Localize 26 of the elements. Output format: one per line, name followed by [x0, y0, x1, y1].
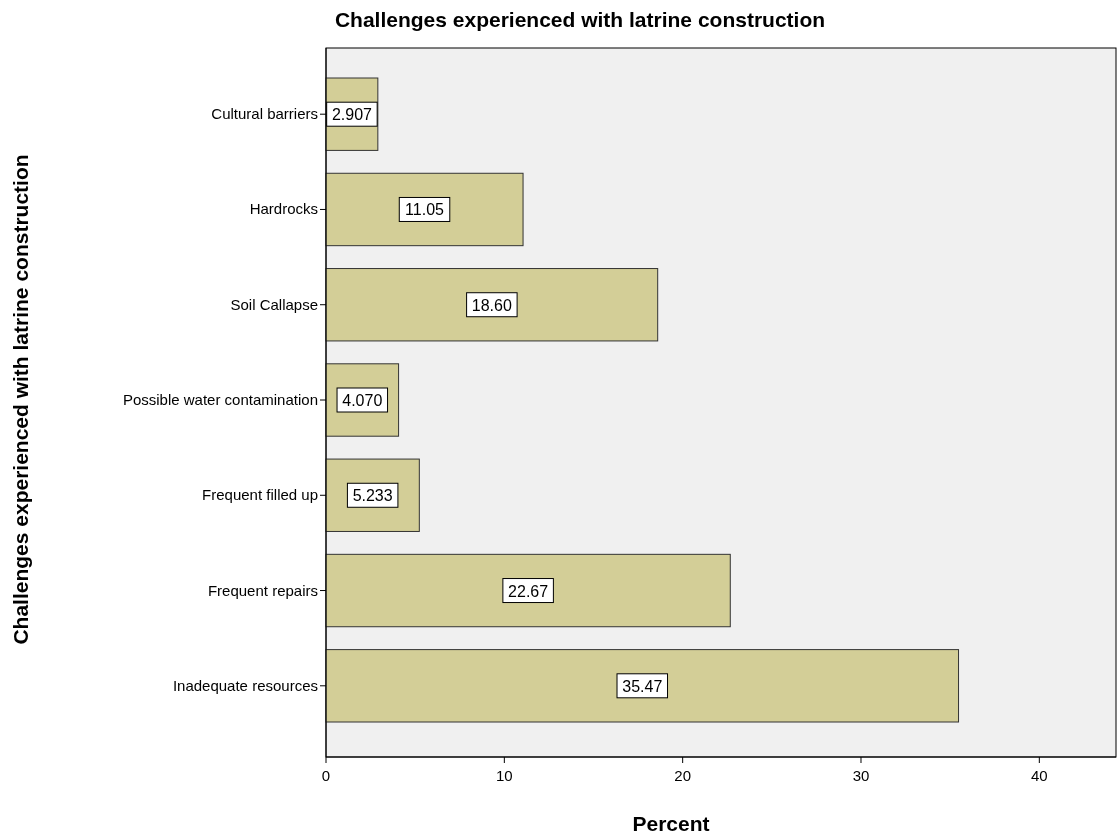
x-tick-label: 20 — [674, 767, 691, 784]
y-tick-label: Cultural barriers — [211, 105, 318, 123]
bar — [325, 172, 524, 247]
y-tick-label: Soil Callapse — [230, 295, 318, 313]
y-tick-label: Possible water contamination — [122, 391, 318, 408]
data-label: 18.60 — [471, 296, 512, 314]
y-tick-label: Frequent repairs — [207, 581, 318, 599]
y-axis-title: Challenges experienced with latrine construction — [9, 154, 32, 645]
bar — [325, 649, 960, 723]
y-tick-label: Hardrocks — [249, 200, 318, 218]
chart-title: Challenges experienced with latrine construction — [334, 8, 826, 31]
x-tick-label: 40 — [1030, 767, 1048, 784]
x-tick-label: 30 — [852, 767, 870, 784]
x-axis-title: Percent — [632, 812, 710, 835]
y-tick-label: Inadequate resources — [172, 676, 318, 694]
data-label: 11.05 — [405, 201, 445, 219]
x-tick-label: 10 — [495, 767, 513, 784]
bar — [325, 268, 659, 342]
data-label: 22.67 — [508, 582, 549, 600]
bar — [325, 553, 731, 628]
data-label: 4.070 — [342, 392, 383, 409]
x-tick-label: 0 — [321, 767, 331, 784]
data-label: 5.233 — [352, 487, 393, 505]
data-label: 2.907 — [331, 106, 373, 124]
data-label: 35.47 — [622, 677, 663, 695]
y-tick-label: Frequent filled up — [202, 486, 318, 504]
